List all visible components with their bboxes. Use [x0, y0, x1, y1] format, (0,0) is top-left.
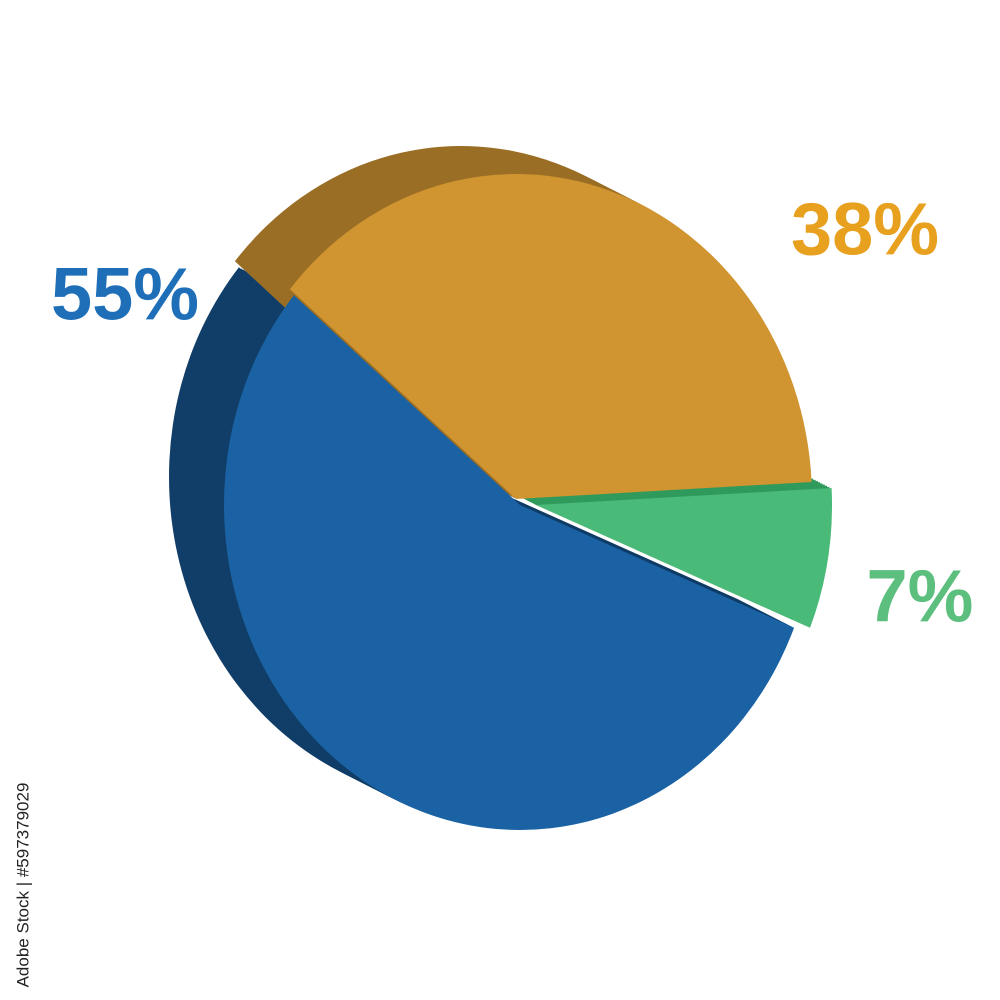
- slice: [289, 174, 812, 500]
- slice: [536, 487, 833, 628]
- value-label: 55%: [51, 253, 199, 336]
- source-credit: Adobe Stock | #597379029: [13, 783, 32, 988]
- value-label: 38%: [791, 188, 939, 271]
- value-label: 7%: [867, 555, 974, 638]
- slice: [224, 295, 795, 830]
